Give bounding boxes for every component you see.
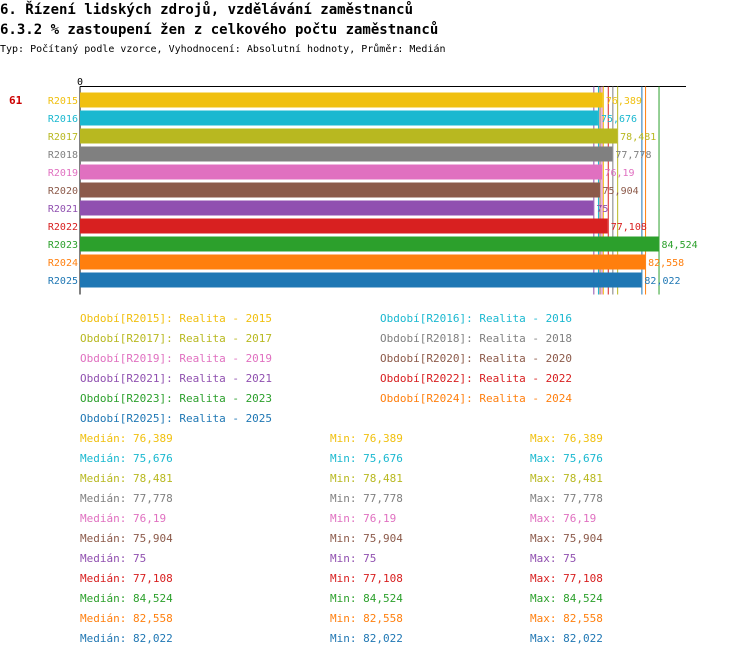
highlight-label: 61 [9, 94, 23, 107]
value-label-r2020: 75,904 [603, 186, 639, 197]
bar-r2025 [80, 272, 642, 288]
category-label-r2021: R2021 [48, 204, 78, 215]
stat-min: Min: 75,904 [330, 532, 403, 545]
bar-r2020 [80, 182, 600, 198]
category-label-r2019: R2019 [48, 168, 78, 179]
stat-min: Min: 78,481 [330, 472, 403, 485]
stat-median: Medián: 75,904 [80, 532, 173, 545]
stat-max: Max: 75,676 [530, 452, 603, 465]
stat-min: Min: 77,778 [330, 492, 403, 505]
stat-median: Medián: 76,389 [80, 432, 173, 445]
legend-item: Období[R2016]: Realita - 2016 [380, 312, 573, 325]
stat-min: Min: 84,524 [330, 592, 403, 605]
stat-max: Max: 77,778 [530, 492, 603, 505]
legend-item: Období[R2025]: Realita - 2025 [80, 412, 273, 425]
stat-max: Max: 82,558 [530, 612, 603, 625]
category-label-r2024: R2024 [48, 258, 78, 269]
value-label-r2024: 82,558 [648, 258, 684, 269]
value-label-r2018: 77,778 [615, 150, 651, 161]
category-label-r2017: R2017 [48, 132, 78, 143]
stat-max: Max: 77,108 [530, 572, 603, 585]
bar-r2019 [80, 164, 602, 180]
stat-max: Max: 82,022 [530, 632, 603, 645]
stat-min: Min: 75,676 [330, 452, 403, 465]
bar-r2016 [80, 110, 598, 126]
category-label-r2016: R2016 [48, 114, 78, 125]
legend-item: Období[R2023]: Realita - 2023 [80, 392, 273, 405]
stat-max: Max: 75 [530, 552, 577, 565]
value-label-r2025: 82,022 [644, 276, 680, 287]
category-label-r2018: R2018 [48, 150, 78, 161]
stat-median: Medián: 75 [80, 552, 147, 565]
bar-r2018 [80, 146, 613, 162]
category-label-r2025: R2025 [48, 276, 78, 287]
stat-max: Max: 78,481 [530, 472, 603, 485]
stat-max: Max: 75,904 [530, 532, 603, 545]
stat-min: Min: 82,022 [330, 632, 403, 645]
value-label-r2016: 75,676 [601, 114, 637, 125]
stat-median: Medián: 84,524 [80, 592, 173, 605]
page-title: 6. Řízení lidských zdrojů, vzdělávání za… [0, 2, 414, 18]
category-label-r2023: R2023 [48, 240, 78, 251]
stat-median: Medián: 82,558 [80, 612, 173, 625]
category-label-r2022: R2022 [48, 222, 78, 233]
legend-item: Období[R2017]: Realita - 2017 [80, 332, 273, 345]
bar-r2022 [80, 218, 608, 234]
bar-r2023 [80, 236, 659, 252]
legend-item: Období[R2021]: Realita - 2021 [80, 372, 273, 385]
bar-r2015 [80, 92, 603, 108]
legend-item: Období[R2024]: Realita - 2024 [380, 392, 573, 405]
value-label-r2015: 76,389 [606, 96, 642, 107]
value-label-r2021: 75 [596, 204, 608, 215]
value-label-r2023: 84,524 [662, 240, 698, 251]
legend-item: Období[R2019]: Realita - 2019 [80, 352, 273, 365]
stat-median: Medián: 75,676 [80, 452, 173, 465]
value-label-r2022: 77,108 [611, 222, 647, 233]
stat-min: Min: 75 [330, 552, 377, 565]
chart-title: 6.3.2 % zastoupení žen z celkového počtu… [0, 22, 439, 38]
value-label-r2019: 76,19 [604, 168, 634, 179]
legend-item: Období[R2022]: Realita - 2022 [380, 372, 573, 385]
bar-chart: 0 61 R2015 76,389 R2016 75,676 R2017 78,481 R201… [9, 77, 698, 295]
stat-max: Max: 76,389 [530, 432, 603, 445]
x-axis-zero-label: 0 [77, 77, 83, 88]
category-label-r2015: R2015 [48, 96, 78, 107]
stat-min: Min: 76,389 [330, 432, 403, 445]
stat-min: Min: 76,19 [330, 512, 397, 525]
legend-item: Období[R2015]: Realita - 2015 [80, 312, 273, 325]
stat-median: Medián: 76,19 [80, 512, 167, 525]
stat-max: Max: 76,19 [530, 512, 597, 525]
stat-min: Min: 77,108 [330, 572, 403, 585]
legend-item: Období[R2018]: Realita - 2018 [380, 332, 573, 345]
bar-r2017 [80, 128, 618, 144]
stat-median: Medián: 82,022 [80, 632, 173, 645]
bar-r2021 [80, 200, 594, 216]
stat-max: Max: 84,524 [530, 592, 603, 605]
stat-median: Medián: 78,481 [80, 472, 173, 485]
stat-min: Min: 82,558 [330, 612, 403, 625]
value-label-r2017: 78,481 [620, 132, 656, 143]
category-label-r2020: R2020 [48, 186, 78, 197]
stat-median: Medián: 77,778 [80, 492, 173, 505]
stat-median: Medián: 77,108 [80, 572, 173, 585]
bar-r2024 [80, 254, 646, 270]
chart-meta: Typ: Počítaný podle vzorce, Vyhodnocení:… [0, 44, 446, 55]
legend-item: Období[R2020]: Realita - 2020 [380, 352, 573, 365]
